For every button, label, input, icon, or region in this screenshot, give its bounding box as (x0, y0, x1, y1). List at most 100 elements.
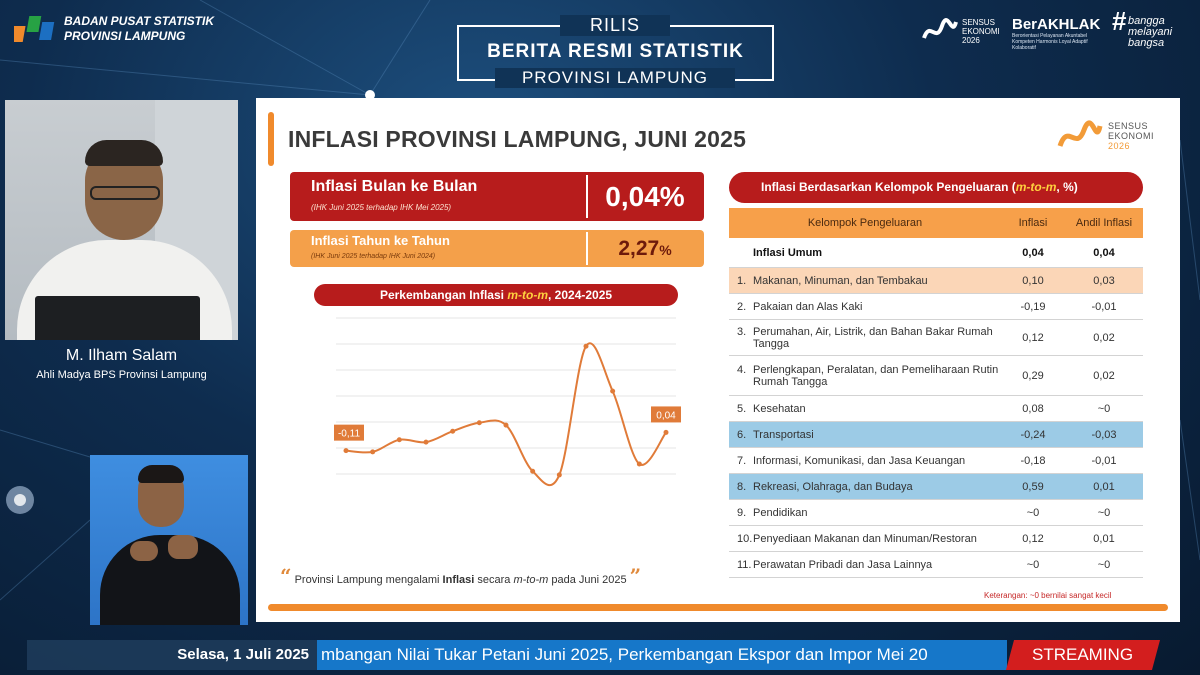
row-inflasi: 0,04 (1022, 246, 1044, 259)
org-name-line2: PROVINSI LAMPUNG (64, 29, 186, 43)
hashtag-icon: # (1112, 6, 1127, 36)
data-point (636, 461, 642, 467)
row-group: 7. Informasi, Komunikasi, dan Jasa Keuang… (729, 455, 1001, 467)
open-quote-icon: “ (280, 564, 292, 588)
table-title: Inflasi Berdasarkan Kelompok Pengeluaran… (729, 172, 1143, 203)
row-inflasi: 0,08 (1022, 402, 1044, 415)
sensus-ekonomi-logo: SENSUS EKONOMI 2026 (920, 16, 1010, 48)
row-group: 10. Penyediaan Makanan dan Minuman/Restor… (729, 533, 1001, 545)
slide-se-line2: EKONOMI (1108, 131, 1155, 141)
quote-text: “ Provinsi Lampung mengalami Inflasi sec… (280, 564, 641, 588)
row-label: Makanan, Minuman, dan Tembakau (753, 274, 928, 287)
yoy-note: (IHK Juni 2025 terhadap IHK Juni 2024) (311, 253, 436, 260)
row-label: Perlengkapan, Peralatan, dan Pemeliharaa… (753, 363, 999, 388)
row-number: 9. (737, 506, 747, 519)
quote-em: m-to-m (513, 574, 549, 586)
data-label-bg (651, 406, 681, 423)
row-group: 8. Rekreasi, Olahraga, dan Budaya (729, 481, 1001, 493)
row-label: Perumahan, Air, Listrik, dan Bahan Bakar… (753, 325, 993, 350)
release-label: RILIS (560, 15, 670, 36)
row-group: 2. Pakaian dan Alas Kaki (729, 301, 1001, 313)
table-row: 5. Kesehatan 0,08 ~0 (729, 396, 1143, 422)
table-row: 6. Transportasi -0,24 -0,03 (729, 422, 1143, 448)
presenter-title: Ahli Madya BPS Provinsi Lampung (36, 369, 207, 381)
row-andil: ~0 (1097, 506, 1111, 519)
row-number: 10. (737, 532, 753, 545)
data-point (503, 422, 509, 428)
bangga-line1: bangga (1128, 15, 1165, 27)
row-group: Inflasi Umum (729, 247, 1001, 259)
row-label: Kesehatan (753, 402, 806, 415)
table-row: 7. Informasi, Komunikasi, dan Jasa Keuang… (729, 448, 1143, 474)
table-title-pre: Inflasi Berdasarkan Kelompok Pengeluaran… (761, 180, 1016, 194)
data-point (663, 429, 669, 435)
chart-title-em: m-to-m (507, 288, 548, 302)
row-label: Penyediaan Makanan dan Minuman/Restoran (753, 532, 977, 545)
table-note: Keterangan: ~0 bernilai sangat kecil (984, 591, 1112, 600)
chart-title-pre: Perkembangan Inflasi (379, 288, 508, 302)
table-row: 2. Pakaian dan Alas Kaki -0,19 -0,01 (729, 294, 1143, 320)
row-andil: 0,01 (1093, 480, 1115, 493)
row-group: 9. Pendidikan (729, 507, 1001, 519)
data-point (423, 439, 429, 445)
table-row: 3. Perumahan, Air, Listrik, dan Bahan Bak… (729, 320, 1143, 356)
org-name-line1: BADAN PUSAT STATISTIK (64, 14, 214, 28)
chart-title: Perkembangan Inflasi m-to-m, 2024-2025 (314, 284, 678, 306)
header-kelompok: Kelompok Pengeluaran (807, 217, 923, 229)
data-point (343, 448, 349, 454)
data-point (610, 388, 616, 394)
row-label: Informasi, Komunikasi, dan Jasa Keuangan (753, 454, 966, 467)
bps-logo-icon (14, 16, 55, 42)
yoy-value-box: 2,27% (586, 232, 702, 265)
row-andil: ~0 (1097, 558, 1111, 571)
inflation-group-table: Kelompok Pengeluaran Inflasi Andil Infla… (729, 208, 1143, 578)
data-point (370, 449, 376, 455)
yoy-unit: % (659, 242, 672, 258)
news-ticker: Selasa, 1 Juli 2025 mbangan Nilai Tukar … (27, 640, 1177, 670)
bangga-line2: melayani (1128, 26, 1173, 38)
se-logo-line2: EKONOMI (962, 27, 1000, 36)
data-point (396, 437, 402, 443)
table-row: 4. Perlengkapan, Peralatan, dan Pemelihar… (729, 356, 1143, 396)
row-inflasi: ~0 (1026, 506, 1040, 519)
row-group: 4. Perlengkapan, Peralatan, dan Pemelihar… (729, 364, 1001, 388)
row-inflasi: -0,18 (1020, 454, 1046, 467)
sensus-ekonomi-icon (922, 18, 958, 39)
data-point (450, 428, 456, 434)
row-inflasi: 0,10 (1022, 274, 1044, 287)
row-number: 2. (737, 300, 747, 313)
row-label: Rekreasi, Olahraga, dan Budaya (753, 480, 913, 493)
chart-title-post: , 2024-2025 (548, 288, 613, 302)
row-inflasi: 0,29 (1022, 369, 1044, 382)
row-andil: 0,01 (1093, 532, 1115, 545)
slide-bottom-bar (268, 604, 1168, 611)
release-title: BERITA RESMI STATISTIK (487, 41, 744, 62)
header-inflasi: Inflasi (1018, 217, 1048, 229)
ticker-scroll-text: mbangan Nilai Tukar Petani Juni 2025, Pe… (317, 640, 1007, 670)
se-logo-year: 2026 (962, 36, 980, 45)
row-inflasi: 0,12 (1022, 331, 1044, 344)
inflation-line-chart: -0,11 0,04 (334, 317, 681, 487)
row-number: 7. (737, 454, 747, 467)
close-quote-icon: ” (629, 564, 642, 588)
quote-mid: secara (474, 574, 514, 586)
row-group: 11. Perawatan Pribadi dan Jasa Lainnya (729, 559, 1001, 571)
row-andil: 0,02 (1093, 369, 1115, 382)
row-andil: ~0 (1097, 402, 1111, 415)
data-point (476, 420, 482, 426)
row-label: Transportasi (753, 428, 814, 441)
bangga-melayani-logo: # bangga melayani bangsa (1112, 6, 1173, 49)
row-label: Perawatan Pribadi dan Jasa Lainnya (753, 558, 933, 571)
title-accent-bar (268, 112, 274, 166)
row-andil: 0,02 (1093, 331, 1115, 344)
row-label: Pakaian dan Alas Kaki (753, 300, 863, 313)
presenter-video (5, 100, 238, 340)
row-number (737, 247, 753, 259)
row-number: 1. (737, 274, 747, 287)
mtm-inflation-card: Inflasi Bulan ke Bulan (IHK Juni 2025 te… (290, 172, 704, 221)
table-row: 11. Perawatan Pribadi dan Jasa Lainnya ~0 ~… (729, 552, 1143, 578)
row-number: 5. (737, 402, 747, 415)
row-number: 4. (737, 363, 747, 376)
row-group: 3. Perumahan, Air, Listrik, dan Bahan Bak… (729, 326, 1001, 350)
